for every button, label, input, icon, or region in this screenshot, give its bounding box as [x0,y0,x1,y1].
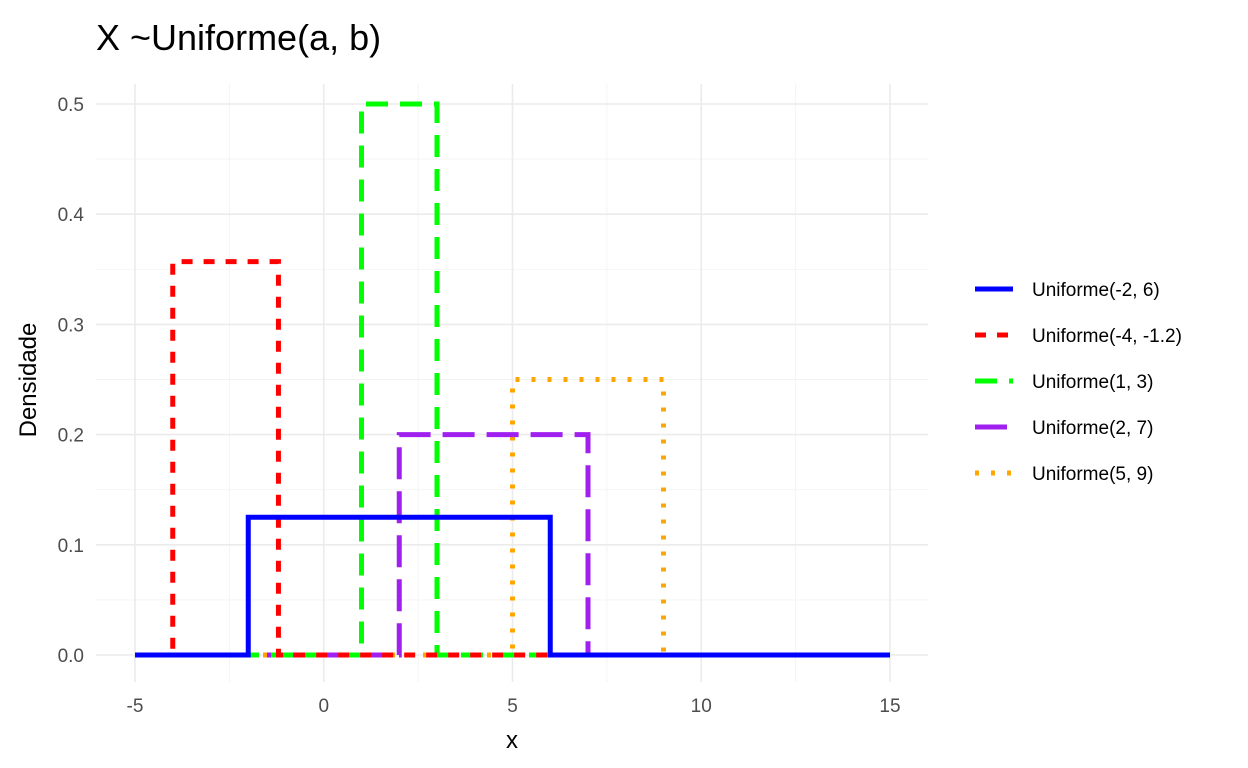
chart-title: X ~Uniforme(a, b) [96,17,381,58]
y-tick-label: 0.5 [58,95,84,116]
x-tick-label: 0 [318,696,329,717]
legend-label-5: Uniforme(5, 9) [1032,464,1153,485]
legend-label-3: Uniforme(1, 3) [1032,372,1153,393]
legend-label-2: Uniforme(-4, -1.2) [1032,326,1182,347]
series-line-1 [135,514,890,658]
plot-grid [96,84,928,682]
x-tick-label: 10 [691,696,712,717]
x-axis-label: x [506,727,518,754]
x-tick-label: 15 [879,696,900,717]
legend-label-1: Uniforme(-2, 6) [1032,280,1160,301]
y-tick-label: 0.4 [58,205,85,226]
y-tick-label: 0.2 [58,426,84,447]
axis-ticks: -5 0 5 10 15 0.0 0.1 0.2 0.3 0.4 0.5 [58,95,901,717]
y-tick-label: 0.1 [58,536,84,557]
y-tick-label: 0.0 [58,646,84,667]
y-axis-label: Densidade [15,323,42,438]
x-tick-label: -5 [127,696,144,717]
legend: Uniforme(-2, 6) Uniforme(-4, -1.2) Uniform… [975,280,1182,485]
y-tick-label: 0.3 [58,315,84,336]
x-tick-label: 5 [507,696,518,717]
legend-label-4: Uniforme(2, 7) [1032,418,1153,439]
series-layer [135,101,890,658]
